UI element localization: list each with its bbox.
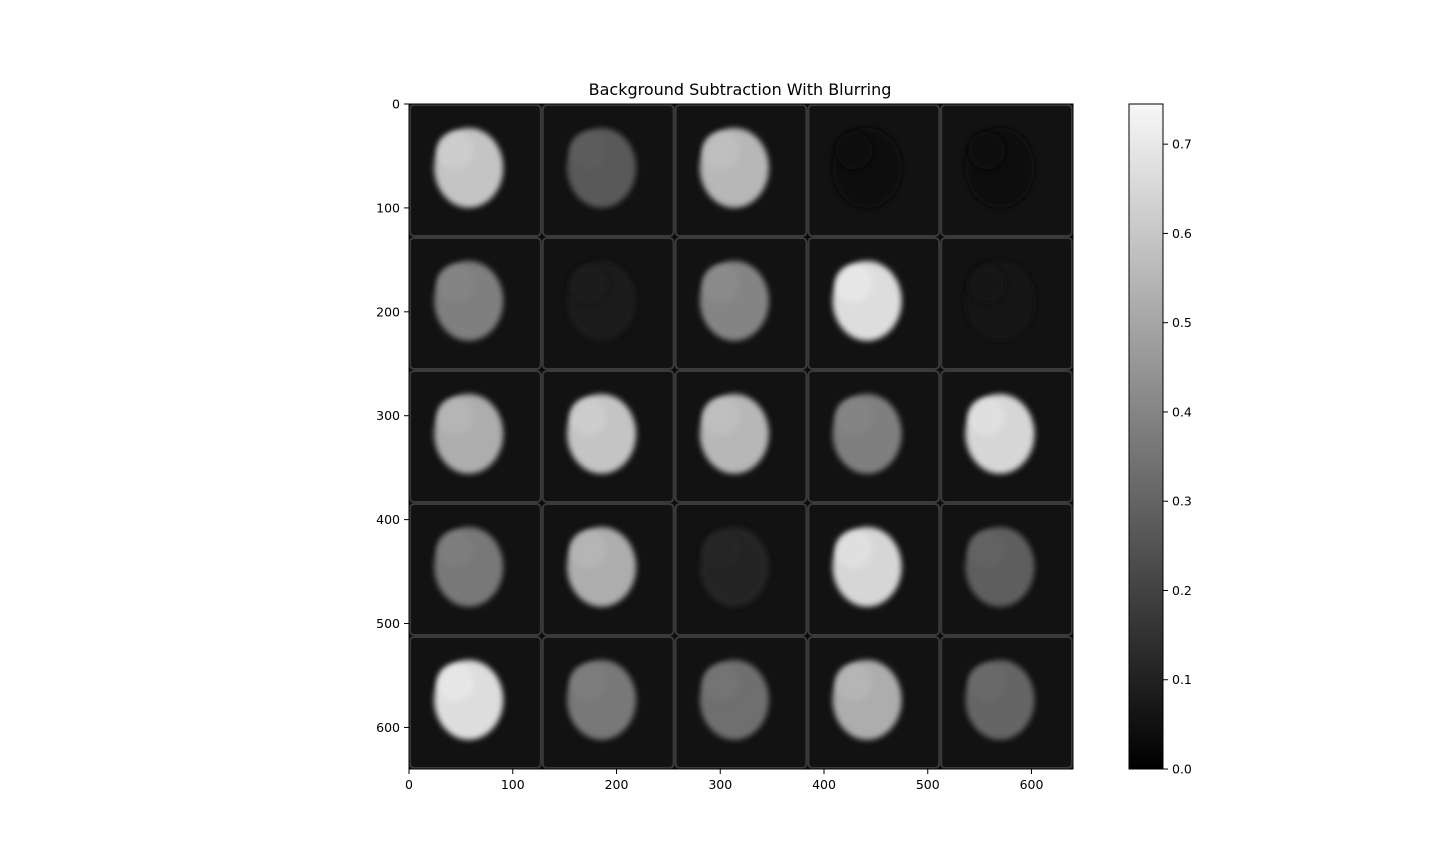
plot-frame	[408, 103, 1074, 770]
image-tile	[674, 503, 808, 636]
image-tile	[409, 370, 542, 503]
y-tick-label: 200	[376, 304, 400, 319]
x-tick-label: 400	[812, 777, 836, 792]
image-tile	[940, 503, 1073, 636]
x-tick-label: 300	[708, 777, 732, 792]
y-axis: 0 100 200 300 400 500 600	[376, 97, 409, 735]
colorbar-tick-label: 0.1	[1172, 672, 1192, 687]
image-tile	[940, 370, 1073, 503]
image-tile	[807, 370, 941, 503]
image-tile	[541, 503, 675, 636]
image-tile	[674, 104, 808, 237]
image-tile	[674, 636, 808, 769]
image-tile	[807, 104, 941, 237]
colorbar-frame	[1128, 103, 1164, 770]
colorbar-tick-label: 0.5	[1172, 315, 1192, 330]
image-tile	[940, 237, 1073, 370]
image-tile	[541, 636, 675, 769]
colorbar-tick-label: 0.3	[1172, 494, 1192, 509]
image-tile	[674, 370, 808, 503]
colorbar-gradient	[1129, 104, 1163, 769]
image-tile	[674, 237, 808, 370]
y-tick-label: 600	[376, 720, 400, 735]
image-tile	[541, 104, 675, 237]
chart-title: Background Subtraction With Blurring	[589, 80, 892, 99]
y-tick-label: 500	[376, 616, 400, 631]
colorbar-tick-label: 0.4	[1172, 404, 1192, 419]
x-tick-label: 0	[405, 777, 413, 792]
image-tile	[409, 237, 542, 370]
colorbar-tick-label: 0.7	[1172, 137, 1192, 152]
y-tick-label: 0	[392, 97, 400, 112]
x-tick-label: 200	[605, 777, 629, 792]
image-tile	[807, 636, 941, 769]
x-axis: 0 100 200 300 400 500 600	[405, 769, 1043, 792]
colorbar-tick-label: 0.0	[1172, 762, 1192, 777]
x-tick-label: 500	[916, 777, 940, 792]
image-tile	[807, 237, 941, 370]
image-tile	[409, 503, 542, 636]
image-tile	[541, 237, 675, 370]
colorbar-tick-label: 0.2	[1172, 583, 1192, 598]
y-tick-label: 100	[376, 200, 400, 215]
image-tile	[409, 104, 542, 237]
y-tick-label: 300	[376, 408, 400, 423]
colorbar: 0.0 0.1 0.2 0.3 0.4 0.5 0.6 0.7	[1128, 103, 1192, 777]
image-tile	[940, 104, 1073, 237]
y-tick-label: 400	[376, 512, 400, 527]
image-tile	[541, 370, 675, 503]
x-tick-label: 100	[501, 777, 525, 792]
image-area	[409, 104, 1073, 769]
image-tile	[940, 636, 1073, 769]
image-tile	[807, 503, 941, 636]
colorbar-tick-label: 0.6	[1172, 226, 1192, 241]
x-tick-label: 600	[1020, 777, 1044, 792]
image-tile	[409, 636, 542, 769]
